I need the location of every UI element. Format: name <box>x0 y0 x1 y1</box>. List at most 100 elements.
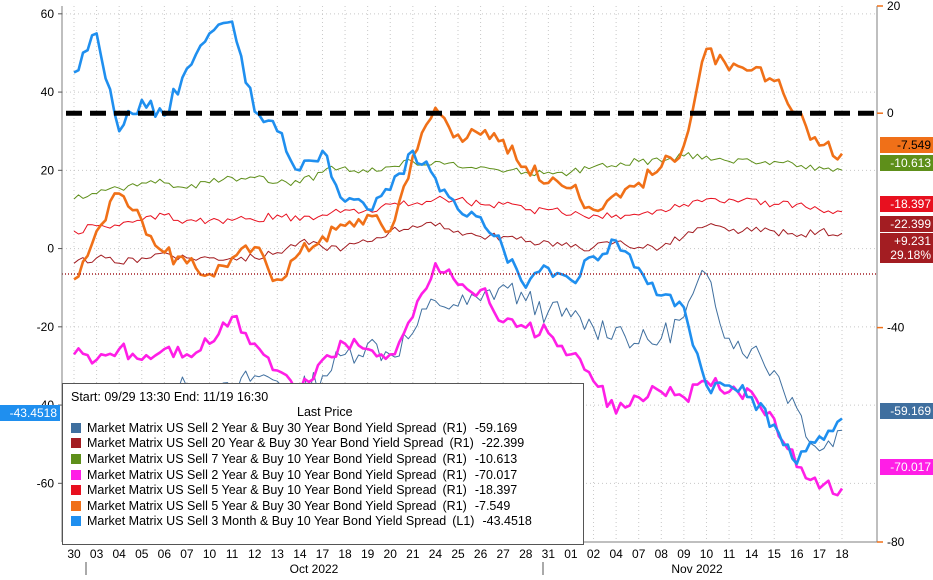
tag-2y10y-text: -70.017 <box>890 460 931 474</box>
x-tick-label-3: 05 <box>135 547 149 561</box>
legend-box: Start: 09/29 13:30 End: 11/19 16:30 Last… <box>62 383 584 545</box>
legend-name-4: Market Matrix US Sell 5 Year & Buy 10 Ye… <box>87 483 437 498</box>
x-tick-label-33: 17 <box>813 547 827 561</box>
legend-value-2: -10.613 <box>474 451 518 466</box>
series-line-2 <box>73 152 843 200</box>
legend-axis-2: (R1) <box>442 451 467 466</box>
x-tick-label-34: 18 <box>835 547 849 561</box>
legend-swatch-6 <box>71 516 81 527</box>
x-tick-label-13: 19 <box>361 547 375 561</box>
x-tick-label-2: 04 <box>112 547 126 561</box>
tag-2y30y-bg <box>880 403 933 419</box>
legend-name-3: Market Matrix US Sell 2 Year & Buy 10 Ye… <box>87 467 437 482</box>
tag-20y30y-bg <box>880 216 933 232</box>
legend-value-0: -59.169 <box>474 420 518 435</box>
x-tick-label-31: 15 <box>768 547 782 561</box>
legend-name-0: Market Matrix US Sell 2 Year & Buy 30 Ye… <box>87 420 437 435</box>
x-tick-label-4: 06 <box>158 547 172 561</box>
x-tick-label-15: 21 <box>406 547 420 561</box>
tag-20y30y-text: -22.399 <box>890 217 931 231</box>
tag-3m10y-bg <box>0 405 60 421</box>
x-axis: 30 03 04 05 06 07 10 11 12 13 14 17 18 19 20 21 24 25 26 27… <box>62 541 877 576</box>
tag-2y10y-bg <box>880 459 933 475</box>
month-label-oct: Oct 2022 <box>290 562 339 575</box>
x-tick-label-30: 14 <box>745 547 759 561</box>
legend-row-0: Market Matrix US Sell 2 Year & Buy 30 Ye… <box>71 420 575 436</box>
legend-axis-1: (R1) <box>449 436 474 451</box>
tag-5y30y-text: -7.549 <box>897 138 931 152</box>
legend-name-2: Market Matrix US Sell 7 Year & Buy 10 Ye… <box>87 451 437 466</box>
tag-7y10y-text: -10.613 <box>890 156 931 170</box>
series-line-1 <box>73 221 843 265</box>
x-tick-label-1: 03 <box>90 547 104 561</box>
x-tick-label-17: 25 <box>451 547 465 561</box>
x-tick-label-22: 01 <box>564 547 578 561</box>
right-tick-label-20: 20 <box>887 0 901 13</box>
value-tags: -7.549-10.613-18.397-22.399-59.169-70.01… <box>0 137 933 475</box>
left-tick-label--60: -60 <box>37 476 55 490</box>
x-tick-label-9: 13 <box>271 547 285 561</box>
legend-name-6: Market Matrix US Sell 3 Month & Buy 10 Y… <box>87 514 447 529</box>
x-tick-label-21: 31 <box>542 547 556 561</box>
x-tick-label-24: 04 <box>609 547 623 561</box>
tag-2y30y-text: -59.169 <box>890 404 931 418</box>
x-tick-label-23: 02 <box>587 547 601 561</box>
legend-axis-0: (R1) <box>442 420 467 435</box>
x-tick-label-7: 11 <box>226 547 239 561</box>
x-tick-label-29: 11 <box>723 547 736 561</box>
series-line-4 <box>73 195 843 235</box>
x-tick-label-32: 16 <box>790 547 804 561</box>
x-tick-label-6: 10 <box>203 547 217 561</box>
legend-subheader: Last Price <box>297 405 353 419</box>
month-label-nov: Nov 2022 <box>671 562 723 575</box>
left-tick-label-60: 60 <box>41 7 55 21</box>
tag-7y10y-bg <box>880 155 933 171</box>
legend-header: Start: 09/29 13:30 End: 11/19 16:30 <box>71 390 269 404</box>
legend-swatch-5 <box>71 500 81 511</box>
tag-extra-1: +9.231 <box>894 234 931 248</box>
tag-5y10y-bg <box>880 196 933 212</box>
legend-value-3: -70.017 <box>474 467 518 482</box>
right-tick-label-0: 0 <box>887 106 894 120</box>
tag-5y10y-text: -18.397 <box>890 197 931 211</box>
x-tick-label-14: 20 <box>384 547 398 561</box>
x-tick-label-20: 28 <box>519 547 533 561</box>
legend-rows: Market Matrix US Sell 2 Year & Buy 30 Ye… <box>71 420 575 529</box>
right-axis: 20 0 -40 -80 <box>876 0 905 549</box>
reference-lines <box>62 110 880 275</box>
x-tick-label-8: 12 <box>248 547 262 561</box>
x-tick-label-25: 07 <box>632 547 646 561</box>
x-tick-label-16: 24 <box>429 547 443 561</box>
legend-axis-3: (R1) <box>442 467 467 482</box>
legend-row-6: Market Matrix US Sell 3 Month & Buy 10 Y… <box>71 514 575 530</box>
x-tick-label-10: 14 <box>293 547 307 561</box>
legend-row-1: Market Matrix US Sell 20 Year & Buy 30 Y… <box>71 436 575 452</box>
x-tick-label-0: 30 <box>67 547 81 561</box>
x-tick-label-28: 10 <box>700 547 714 561</box>
right-tick-label--40: -40 <box>887 321 905 335</box>
legend-value-1: -22.399 <box>481 436 525 451</box>
legend-swatch-2 <box>71 453 81 464</box>
right-tick-label--80: -80 <box>887 535 905 549</box>
x-tick-label-5: 07 <box>180 547 194 561</box>
tag-3m10y-text: -43.4518 <box>10 406 58 420</box>
legend-name-1: Market Matrix US Sell 20 Year & Buy 30 Y… <box>87 436 444 451</box>
x-tick-label-19: 27 <box>496 547 510 561</box>
tag-extra-2: 29.18% <box>890 248 931 262</box>
left-tick-label-0: 0 <box>47 242 54 256</box>
x-tick-label-18: 26 <box>474 547 488 561</box>
legend-row-4: Market Matrix US Sell 5 Year & Buy 10 Ye… <box>71 482 575 498</box>
series-line-3 <box>72 262 844 497</box>
series-line-5 <box>73 47 844 283</box>
legend-axis-6: (L1) <box>452 514 475 529</box>
legend-row-3: Market Matrix US Sell 2 Year & Buy 10 Ye… <box>71 467 575 483</box>
legend-axis-4: (R1) <box>442 483 467 498</box>
legend-axis-5: (R1) <box>442 498 467 513</box>
tag-extra-bg <box>880 233 933 263</box>
tag-5y30y-bg <box>880 137 933 153</box>
legend-value-4: -18.397 <box>474 483 518 498</box>
x-tick-label-11: 17 <box>316 547 330 561</box>
legend-swatch-0 <box>71 422 81 433</box>
legend-value-5: -7.549 <box>474 498 511 513</box>
